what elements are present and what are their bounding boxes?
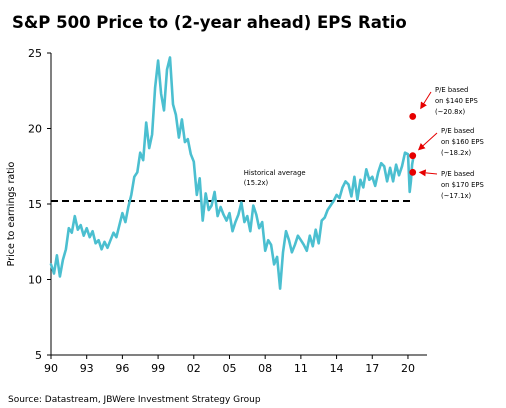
pe-marker bbox=[409, 152, 417, 160]
y-tick-label: 5 bbox=[35, 349, 42, 362]
y-tick-label: 15 bbox=[28, 198, 42, 211]
historical-average-label: Historical average bbox=[244, 169, 306, 177]
pe-annotation-label: on $140 EPS bbox=[435, 97, 478, 105]
pe-marker bbox=[409, 168, 417, 176]
pe-annotation-label: on $170 EPS bbox=[441, 181, 484, 189]
x-tick-label: 20 bbox=[401, 362, 415, 375]
plot-area: 5 10 15 20 25 90 93 96 99 02 05 08 11 14 17 20 Price to … bbox=[6, 47, 484, 375]
x-tick-label: 96 bbox=[115, 362, 129, 375]
y-tick-label: 10 bbox=[28, 274, 42, 287]
pe-annotation-label: P/E based bbox=[441, 170, 474, 178]
x-tick-label: 14 bbox=[330, 362, 344, 375]
series-line bbox=[49, 56, 416, 290]
x-tick-label: 93 bbox=[80, 362, 94, 375]
pe-marker bbox=[409, 113, 417, 120]
x-tick-label: 99 bbox=[151, 362, 165, 375]
pe-annotation-label: (~20.8x) bbox=[435, 108, 466, 116]
pe-arrow bbox=[418, 169, 438, 177]
pe-annotation-label: P/E based bbox=[435, 86, 468, 94]
pe-annotation-label: (~18.2x) bbox=[441, 149, 472, 157]
x-tick-label: 08 bbox=[258, 362, 272, 375]
pe-arrow bbox=[417, 132, 438, 151]
pe-arrow bbox=[420, 91, 432, 110]
y-axis-label: Price to earnings ratio bbox=[6, 161, 17, 266]
x-tick-label: 17 bbox=[365, 362, 379, 375]
x-tick-label: 11 bbox=[294, 362, 308, 375]
pe-annotation-label: on $160 EPS bbox=[441, 138, 484, 146]
x-tick-label: 90 bbox=[44, 362, 58, 375]
pe-annotation-label: P/E based bbox=[441, 127, 474, 135]
y-tick-label: 20 bbox=[28, 123, 42, 136]
x-tick-label: 02 bbox=[187, 362, 201, 375]
chart-source: Source: Datastream, JBWere Investment St… bbox=[8, 395, 261, 405]
historical-average-value: (15.2x) bbox=[244, 179, 269, 187]
chart-title: S&P 500 Price to (2-year ahead) EPS Rati… bbox=[12, 13, 407, 32]
y-tick-label: 25 bbox=[28, 47, 42, 60]
pe-annotation-label: (~17.1x) bbox=[441, 192, 472, 200]
x-tick-label: 05 bbox=[222, 362, 236, 375]
